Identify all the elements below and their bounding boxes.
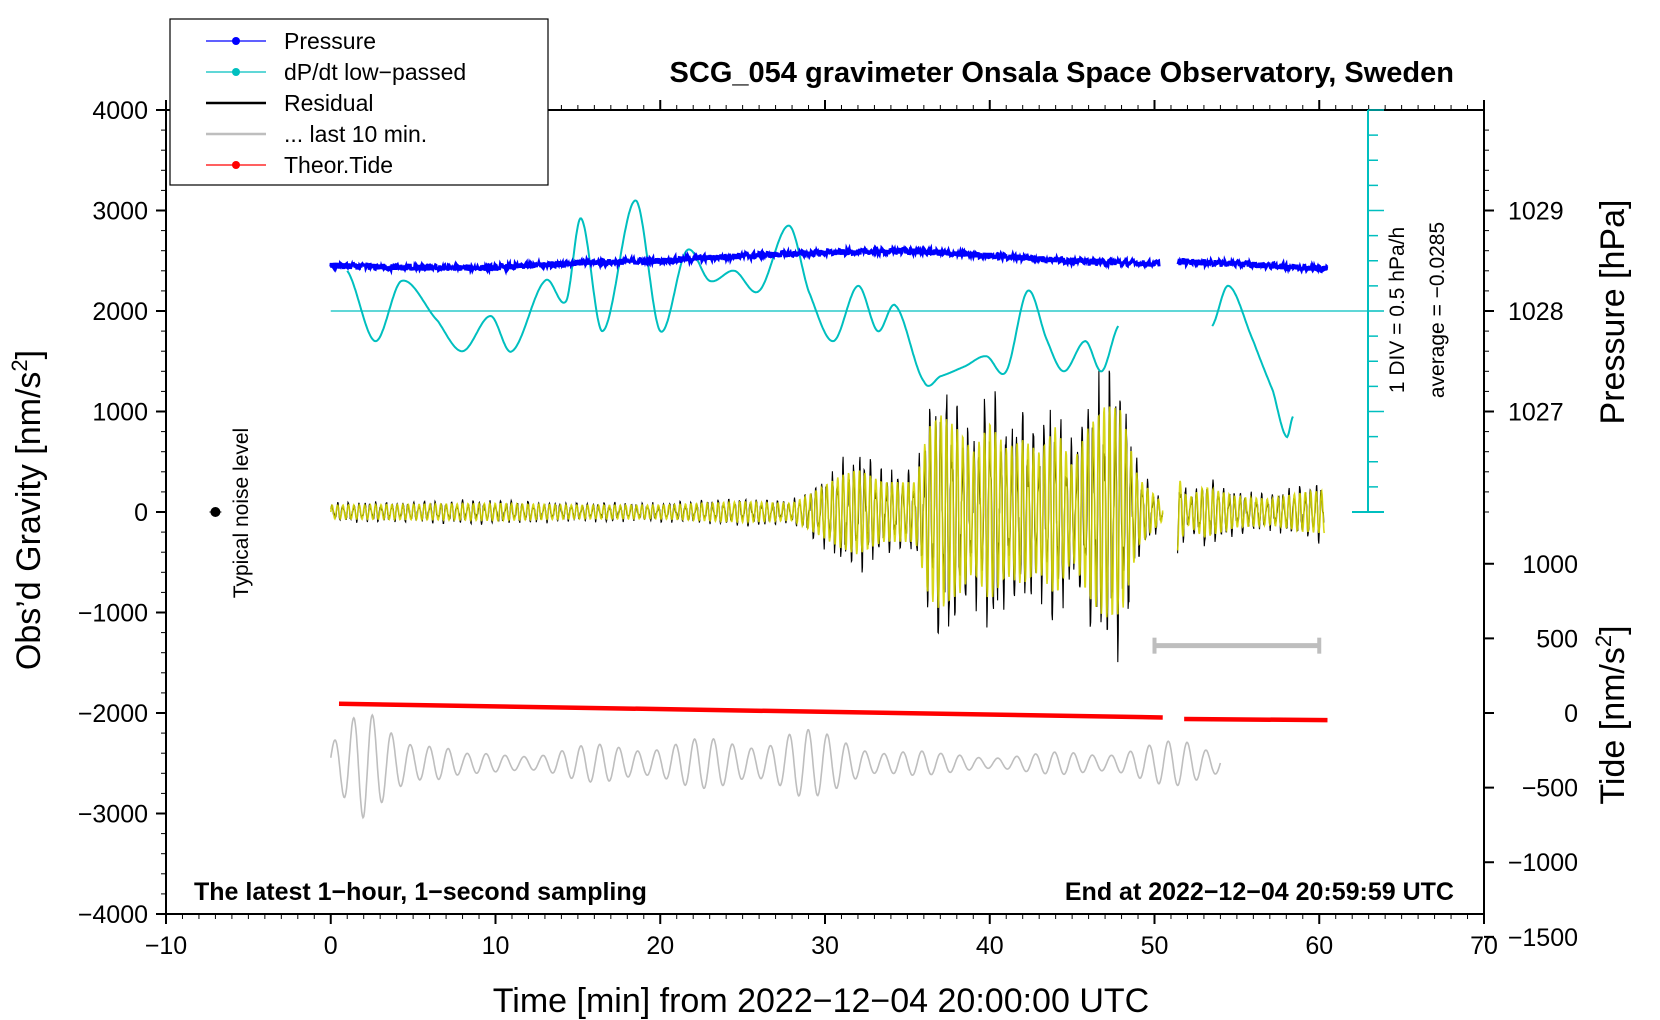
legend-marker [232, 68, 240, 76]
legend-label: ... last 10 min. [284, 121, 427, 147]
y-axis-label-left-tail: ] [10, 350, 48, 359]
legend-label: Residual [284, 90, 374, 116]
legend-label: Theor.Tide [284, 152, 393, 178]
series-residual-filtered-segment-0 [330, 406, 1164, 618]
y-axis-label-tide-sup: 2 [1591, 635, 1616, 647]
y-tick-label: −2000 [78, 700, 148, 728]
legend-marker [232, 161, 240, 169]
y-tick-label: 0 [134, 499, 148, 527]
y-axis-label-left-sup: 2 [7, 359, 32, 371]
x-tick-label: 30 [811, 932, 839, 960]
series-residual-filtered-segment-1 [1176, 480, 1325, 551]
pressure-tick-label: 1027 [1508, 399, 1564, 427]
end-time-note: End at 2022−12−04 20:59:59 UTC [1065, 878, 1454, 906]
noise-level-label: Typical noise level [230, 428, 253, 598]
series-layer [209, 199, 1369, 820]
y-axis-label-left: Obs’d Gravity [nm/s2] [7, 350, 48, 670]
tide-tick-label: −1000 [1508, 849, 1578, 877]
x-tick-label: 10 [482, 932, 510, 960]
x-axis-label: Time [min] from 2022−12−04 20:00:00 UTC [493, 982, 1149, 1020]
tide-tick-label: −500 [1522, 775, 1578, 803]
x-tick-label: 40 [976, 932, 1004, 960]
y-tick-label: 4000 [92, 97, 148, 125]
series-theor-tide-segment-1 [1184, 716, 1328, 723]
dpdt-average-label: average = −0.0285 [1426, 222, 1449, 398]
sampling-note: The latest 1−hour, 1−second sampling [194, 878, 647, 906]
dpdt-scale-bar [1352, 109, 1384, 513]
y-tick-label: −4000 [78, 901, 148, 929]
x-tick-label: 50 [1141, 932, 1169, 960]
y-tick-label: −1000 [78, 600, 148, 628]
legend: Pressure dP/dt low−passed Residual ... last… [169, 18, 549, 186]
chart-title: SCG_054 gravimeter Onsala Space Observat… [670, 57, 1454, 89]
noise-level-point [210, 507, 221, 517]
y-axis-label-left-main: Obs’d Gravity [nm/s [10, 372, 48, 671]
y-axis-label-tide: Tide [nm/s2] [1591, 625, 1632, 804]
legend-items: Pressure dP/dt low−passed Residual ... last… [206, 28, 466, 178]
legend-label: Pressure [284, 28, 376, 54]
tide-tick-label: 0 [1564, 700, 1578, 728]
y-tick-label: 2000 [92, 298, 148, 326]
x-tick-label: −10 [145, 932, 187, 960]
pressure-tick-label: 1029 [1508, 198, 1564, 226]
y-tick-label: −3000 [78, 801, 148, 829]
y-axis-label-pressure: Pressure [hPa] [1594, 200, 1632, 425]
tide-tick-label: 1000 [1522, 551, 1578, 579]
series-dpdt-segment-0 [346, 199, 1120, 387]
x-tick-label: 0 [324, 932, 338, 960]
series-last-10-min [330, 713, 1222, 820]
legend-label: dP/dt low−passed [284, 59, 466, 85]
y-tick-label: 3000 [92, 198, 148, 226]
legend-marker [232, 37, 240, 45]
series-pressure [329, 243, 1329, 276]
y-axis-label-tide-main: Tide [nm/s [1594, 647, 1632, 804]
y-axis-label-tide-tail: ] [1594, 625, 1632, 634]
pressure-tick-label: 1028 [1508, 298, 1564, 326]
series-dpdt-segment-1 [1211, 284, 1294, 439]
tide-tick-label: −1500 [1508, 924, 1578, 952]
y-tick-label: 1000 [92, 399, 148, 427]
x-tick-label: 20 [646, 932, 674, 960]
tick-layer: −10 0 10 20 30 40 50 60 7040003000200010000−1000… [78, 97, 1578, 960]
tide-tick-label: 500 [1536, 625, 1578, 653]
dpdt-scale-label: 1 DIV = 0.5 hPa/h [1386, 227, 1409, 393]
series-theor-tide-segment-0 [338, 701, 1163, 720]
x-tick-label: 60 [1305, 932, 1333, 960]
